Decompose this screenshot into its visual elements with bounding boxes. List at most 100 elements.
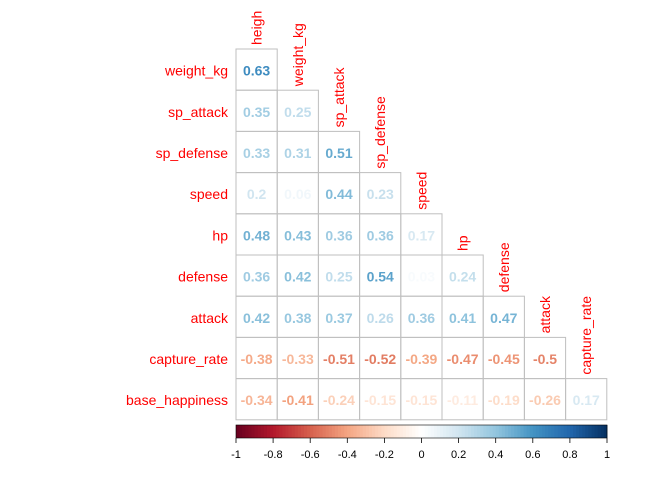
row-label: sp_attack — [168, 104, 229, 120]
colorbar-segment — [251, 425, 255, 438]
colorbar-segment — [421, 425, 425, 438]
colorbar-segment — [347, 425, 351, 438]
correlation-value: 0.25 — [325, 269, 352, 285]
colorbar-segment — [492, 425, 497, 438]
row-label: hp — [212, 227, 228, 243]
colorbar-tick-label: 0.6 — [525, 449, 540, 461]
colorbar-segment — [520, 425, 524, 438]
colorbar-segment — [603, 425, 608, 438]
colorbar-segment — [322, 425, 327, 438]
colorbar-segment — [279, 425, 283, 438]
colorbar-segment — [313, 425, 317, 438]
correlation-value: 0.26 — [367, 310, 394, 326]
correlation-value: 0.31 — [284, 145, 311, 161]
colorbar-segment — [576, 425, 580, 438]
colorbar-segment — [483, 425, 487, 438]
colorbar-segment — [406, 425, 410, 438]
colorbar-segment — [579, 425, 583, 438]
correlation-value: 0.24 — [449, 269, 476, 285]
correlation-value: 0.03 — [408, 269, 435, 285]
colorbar-segment — [585, 425, 589, 438]
colorbar-segment — [344, 425, 348, 438]
colorbar-segment — [381, 425, 385, 438]
grid-cell — [565, 378, 608, 421]
colorbar-segment — [557, 425, 562, 438]
colorbar-segment — [368, 425, 373, 438]
colorbar-segment — [548, 425, 552, 438]
colorbar-tick-label: 1 — [604, 449, 610, 461]
correlation-value: -0.26 — [529, 392, 561, 408]
colorbar-segment — [517, 425, 521, 438]
colorbar-segment — [449, 425, 453, 438]
colorbar-tick-label: -0.4 — [338, 449, 357, 461]
colorbar-segment — [443, 425, 447, 438]
colorbar-segment — [489, 425, 494, 438]
colorbar-segment — [440, 425, 444, 438]
correlation-value: -0.52 — [364, 351, 396, 367]
column-label: sp_attack — [331, 66, 347, 127]
colorbar-segment — [430, 425, 435, 438]
colorbar-segment — [236, 425, 240, 438]
column-label: attack — [537, 295, 553, 333]
colorbar-segment — [353, 425, 357, 438]
colorbar-tick-label: 0.8 — [562, 449, 577, 461]
correlation-value: 0.2 — [247, 186, 267, 202]
colorbar-segment — [276, 425, 280, 438]
colorbar-segment — [242, 425, 246, 438]
row-label: attack — [191, 310, 229, 326]
colorbar-segment — [529, 425, 534, 438]
colorbar-segment — [310, 425, 314, 438]
correlation-value: 0.38 — [284, 310, 311, 326]
correlation-value: -0.19 — [488, 392, 520, 408]
colorbar-segment — [248, 425, 252, 438]
correlation-value: -0.41 — [282, 392, 314, 408]
correlation-value: 0.06 — [284, 186, 311, 202]
colorbar-segment — [390, 425, 395, 438]
row-label: capture_rate — [149, 351, 228, 367]
colorbar-segment — [378, 425, 382, 438]
colorbar-segment — [350, 425, 354, 438]
row-label: sp_defense — [156, 145, 229, 161]
colorbar-segment — [409, 425, 413, 438]
colorbar-segment — [372, 425, 376, 438]
colorbar-segment — [464, 425, 469, 438]
colorbar-segment — [535, 425, 540, 438]
column-label: defense — [496, 242, 512, 292]
correlation-value: -0.33 — [282, 351, 314, 367]
colorbar-segment — [591, 425, 596, 438]
colorbar-segment — [569, 425, 574, 438]
colorbar-segment — [427, 425, 432, 438]
correlation-value: -0.38 — [241, 351, 273, 367]
correlation-value: 0.63 — [243, 63, 270, 79]
colorbar-segment — [495, 425, 500, 438]
colorbar-segment — [263, 425, 268, 438]
colorbar-segment — [418, 425, 422, 438]
correlation-value: -0.34 — [241, 392, 273, 408]
colorbar-segment — [239, 425, 243, 438]
colorbar-segment — [446, 425, 450, 438]
row-label: weight_kg — [164, 63, 228, 79]
correlation-value: 0.42 — [284, 269, 311, 285]
correlation-value: 0.17 — [408, 227, 435, 243]
colorbar-segment — [538, 425, 543, 438]
colorbar-segment — [362, 425, 367, 438]
correlation-value: 0.36 — [367, 227, 394, 243]
column-label: hp — [455, 235, 471, 251]
colorbar-segment — [285, 425, 289, 438]
correlation-value: 0.36 — [325, 227, 352, 243]
colorbar-segment — [245, 425, 249, 438]
colorbar-segment — [504, 425, 509, 438]
colorbar-segment — [424, 425, 429, 438]
correlation-value: 0.35 — [243, 104, 270, 120]
correlation-value: 0.41 — [449, 310, 476, 326]
colorbar-segment — [307, 425, 311, 438]
correlation-value: 0.42 — [243, 310, 270, 326]
colorbar-segment — [594, 425, 599, 438]
correlation-value: 0.51 — [325, 145, 352, 161]
colorbar-segment — [375, 425, 379, 438]
colorbar-segment — [402, 425, 407, 438]
row-label: speed — [190, 186, 228, 202]
colorbar-segment — [582, 425, 586, 438]
colorbar-segment — [341, 425, 345, 438]
